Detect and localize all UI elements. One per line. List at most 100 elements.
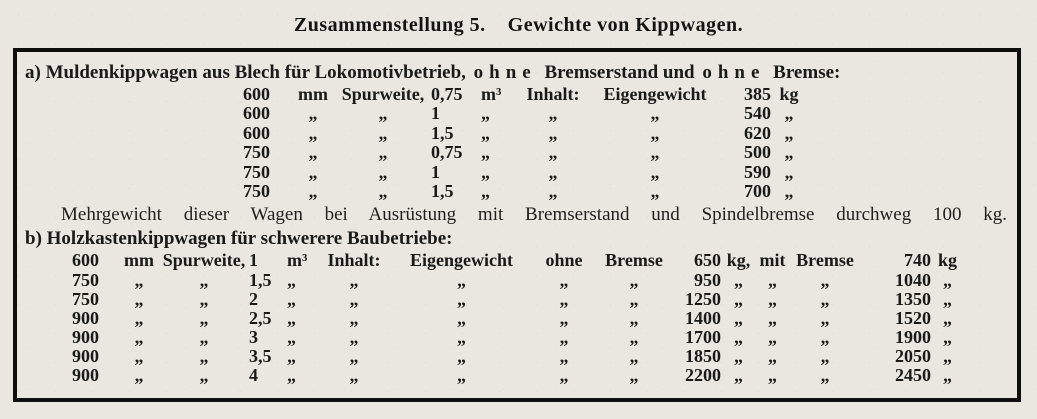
table-cell: „ — [457, 307, 466, 328]
table-cell: 900 — [72, 307, 99, 328]
table-cell: 650 — [694, 250, 721, 271]
table-cell: 900 — [72, 365, 99, 385]
table-cell: „ — [768, 288, 777, 309]
section-b-name: Holzkastenkippwagen — [46, 228, 227, 250]
table-cell: „ — [481, 142, 490, 163]
table-cell: „ — [457, 345, 466, 366]
table-cell: „ — [481, 181, 490, 202]
table-cell: 900 — [72, 326, 99, 347]
table-cell: 2,5 — [249, 307, 272, 328]
table-cell: „ — [734, 326, 743, 347]
table-cell: Eigengewicht — [603, 84, 707, 104]
table-cell: 750 — [243, 142, 270, 163]
table-cell: Spurweite, — [162, 250, 246, 271]
table-row: 900 „ „ 2,5 „ „ „ „ „ 1400 „ „ „ 1520 „ — [72, 307, 964, 328]
table-cell: 4 — [249, 365, 258, 385]
table-cell: Eigengewicht — [410, 250, 513, 271]
table-cell: 620 — [744, 122, 771, 143]
table-cell: „ — [481, 161, 490, 182]
table-cell: „ — [287, 269, 296, 290]
table-row: 600 „ „ 1 „ „ „ 540 „ — [243, 103, 807, 124]
table-cell: „ — [287, 365, 296, 385]
table-cell: „ — [548, 103, 558, 124]
table-cell: 3,5 — [249, 345, 272, 366]
table-cell: „ — [784, 161, 794, 182]
table-cell: „ — [629, 269, 639, 290]
table-cell: 600 — [243, 122, 270, 143]
table-cell: 1700 — [685, 326, 721, 347]
table-cell: 700 — [744, 181, 771, 202]
table-cell: 1 — [431, 103, 440, 124]
table-cell: „ — [134, 345, 144, 366]
table-cell: „ — [457, 269, 466, 290]
table-cell: „ — [768, 345, 777, 366]
table-cell: „ — [134, 269, 144, 290]
table-cell: „ — [629, 326, 639, 347]
table-cell: 740 — [904, 250, 931, 271]
table-cell: „ — [308, 122, 318, 143]
table-cell: kg, — [726, 250, 751, 271]
table-cell: 540 — [744, 103, 771, 124]
table-row: 750 „ „ 0,75 „ „ „ 500 „ — [243, 142, 807, 163]
page-title: Zusammenstellung 5. Gewichte von Kippwage… — [0, 0, 1037, 37]
section-b-heading: b) Holzkastenkippwagen für schwerere Bau… — [25, 228, 1009, 250]
section-a-note: Mehrgewicht dieser Wagen bei Ausrüstung … — [61, 204, 1007, 226]
section-a-label: a) — [25, 62, 41, 83]
table-cell: „ — [548, 161, 558, 182]
title-part-1: Zusammenstellung 5. — [293, 14, 486, 36]
table-cell: „ — [559, 345, 569, 366]
table-cell: „ — [378, 161, 388, 182]
table-cell: „ — [559, 365, 569, 385]
table-row: 900 „ „ 3,5 „ „ „ „ „ 1850 „ „ „ 2050 „ — [72, 345, 964, 366]
table-cell: „ — [308, 103, 318, 124]
table-cell: mit — [759, 250, 786, 271]
table-cell: „ — [784, 122, 794, 143]
table-cell: 600 — [243, 103, 270, 124]
table-cell: „ — [943, 326, 952, 347]
table-cell: mm — [124, 250, 154, 271]
table-cell: Bremse — [796, 250, 854, 271]
table-cell: „ — [134, 365, 144, 385]
table-row: 750 „ „ 2 „ „ „ „ „ 1250 „ „ „ 1350 „ — [72, 288, 964, 309]
table-cell: „ — [768, 365, 777, 385]
section-a-text-2: Bremserstand und — [544, 62, 695, 83]
table-cell: 1,5 — [431, 122, 454, 143]
table-cell: „ — [548, 181, 558, 202]
table-cell: Bremse — [605, 250, 663, 271]
section-a-text-3: Bremse: — [773, 62, 841, 83]
table-cell: 385 — [744, 84, 771, 104]
table-cell: 1040 — [895, 269, 931, 290]
table-cell: Inhalt: — [327, 250, 381, 271]
table-cell: „ — [378, 181, 388, 202]
table-cell: „ — [349, 307, 359, 328]
table-cell: ohne — [545, 250, 583, 271]
table-row: 750 „ „ 1,5 „ „ „ „ „ 950 „ „ „ 1040 „ — [72, 269, 964, 290]
table-cell: „ — [943, 365, 952, 385]
table-cell: „ — [378, 122, 388, 143]
table-cell: „ — [481, 122, 490, 143]
table-cell: 750 — [72, 288, 99, 309]
table-cell: m³ — [481, 84, 502, 104]
table-cell: „ — [349, 288, 359, 309]
table-row: 750 „ „ 1,5 „ „ „ 700 „ — [243, 181, 807, 202]
table-cell: „ — [134, 288, 144, 309]
table-cell: 2 — [249, 288, 258, 309]
table-cell: „ — [943, 345, 952, 366]
section-b-text-1: für schwerere Baubetriebe: — [230, 228, 453, 250]
table-cell: kg — [779, 84, 799, 104]
table-cell: „ — [548, 142, 558, 163]
section-a-text-1: aus Blech für Lokomotivbetrieb, — [202, 62, 466, 83]
section-a-name: Muldenkippwagen — [45, 62, 198, 83]
title-part-2: Gewichte von Kippwagen. — [507, 14, 744, 36]
table-cell: „ — [349, 269, 359, 290]
holzkastenkippwagen-table: 600 mm Spurweite, 1 m³ Inhalt: Eigengewicht ohn… — [72, 251, 964, 385]
table-cell: „ — [820, 269, 830, 290]
table-cell: 1350 — [895, 288, 931, 309]
table-cell: „ — [650, 181, 660, 202]
table-cell: „ — [768, 326, 777, 347]
table-cell: „ — [559, 326, 569, 347]
table-cell: „ — [734, 288, 743, 309]
table-cell: „ — [559, 307, 569, 328]
table-cell: 750 — [243, 161, 270, 182]
table-cell: „ — [650, 122, 660, 143]
